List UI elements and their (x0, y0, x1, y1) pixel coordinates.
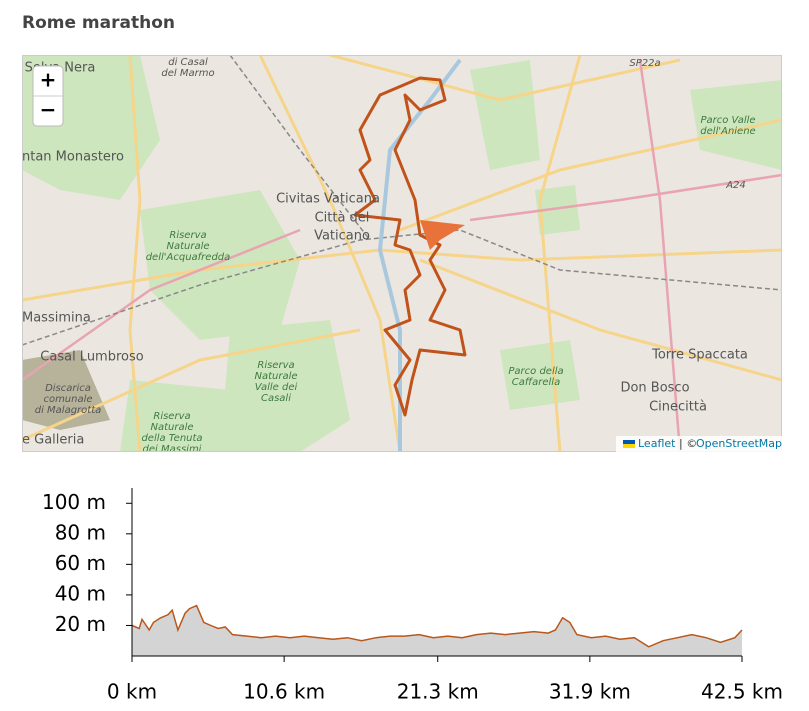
map-label: dei Massimi (143, 444, 202, 455)
map-label: Valle dei (255, 382, 298, 393)
map-label: A24 (725, 180, 746, 191)
map-label: Casal Lumbroso (40, 350, 143, 365)
map-label: della Tenuta (141, 433, 202, 444)
map-label: Parco della (508, 366, 563, 377)
flag-top (623, 440, 635, 444)
zoom-control: + − (32, 65, 64, 127)
parks (22, 55, 782, 452)
map-label: Caffarella (512, 377, 560, 388)
roads (22, 55, 782, 452)
map-label: Naturale (254, 371, 297, 382)
map-label: Torre Spaccata (651, 348, 748, 363)
x-tick-label: 21.3 km (397, 680, 479, 704)
map-label: Città del (315, 211, 370, 226)
map-label: Cinecittà (649, 400, 707, 415)
highways (22, 59, 782, 452)
map-label: SP22a (629, 58, 660, 69)
map-label: Riserva (169, 230, 206, 241)
map-label: Massimina (22, 311, 91, 326)
map-label: di Casal (168, 57, 208, 68)
osm-link[interactable]: OpenStreetMap (696, 437, 782, 450)
map-label: Vaticano (314, 229, 370, 244)
elevation-area (132, 605, 742, 656)
map-label: Casali (261, 393, 291, 404)
elevation-line (131, 604, 743, 648)
zoom-out[interactable]: − (40, 98, 57, 122)
map-label: comunale (43, 394, 92, 405)
leaflet-link[interactable]: Leaflet (638, 437, 676, 450)
page-title: Rome marathon (22, 13, 175, 33)
attribution: Leaflet | © OpenStreetMap (616, 436, 782, 452)
zoom-in[interactable]: + (40, 68, 57, 92)
x-tick-label: 0 km (107, 680, 157, 704)
map-label: Civitas Vaticana (276, 192, 380, 207)
map-label: ntan Monastero (22, 150, 124, 165)
x-tick-label: 10.6 km (243, 680, 325, 704)
attribution-bg (616, 436, 782, 452)
map-label: Discarica (45, 383, 91, 394)
map-label: di Malagrotta (35, 405, 102, 416)
map-label: dell'Aniene (700, 126, 755, 137)
map-label: Don Bosco (620, 381, 689, 396)
map-label: Naturale (150, 422, 193, 433)
x-tick-label: 31.9 km (549, 680, 631, 704)
map-label: Naturale (166, 241, 209, 252)
attribution-separator: | © (679, 437, 697, 450)
y-tick-label: 40 m (55, 581, 106, 605)
map-border (22, 55, 782, 452)
flag-bottom (623, 444, 635, 448)
map-label: dell'Acquafredda (146, 252, 231, 263)
y-tick-label: 100 m (42, 490, 106, 514)
map-label: e Galleria (22, 433, 84, 448)
map-label: del Marmo (161, 68, 214, 79)
map-label: Riserva (257, 360, 294, 371)
railways (22, 55, 782, 346)
elevation-chart: 20 m 40 m 60 m 80 m 100 m 0 km 10.6 km 21.3 km 3… (42, 488, 783, 704)
y-tick-label: 80 m (55, 520, 106, 544)
y-tick-label: 60 m (55, 551, 106, 575)
map-label: Parco Valle (700, 115, 755, 126)
map-label: Riserva (153, 411, 190, 422)
route-marker (420, 220, 465, 250)
y-tick-label: 20 m (55, 612, 106, 636)
x-tick-label: 42.5 km (701, 680, 783, 704)
